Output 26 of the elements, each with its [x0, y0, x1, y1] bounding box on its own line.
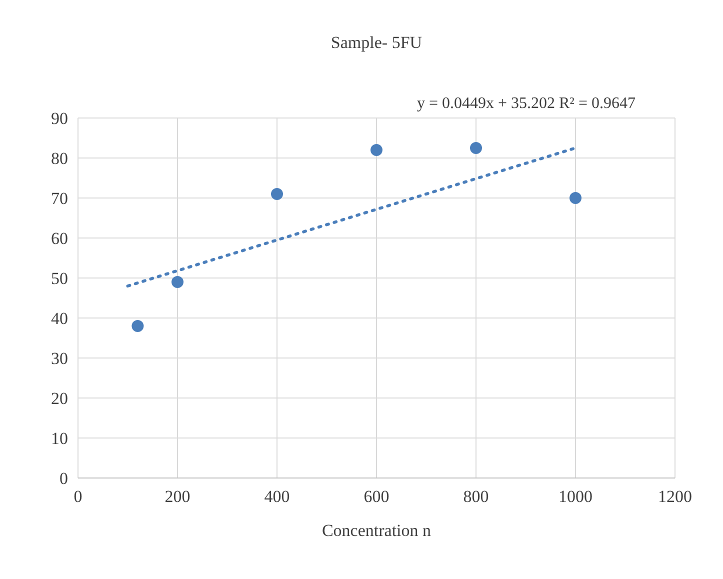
y-tick-label: 40: [51, 308, 68, 328]
y-tick-label: 70: [51, 188, 68, 208]
y-tick-label: 80: [51, 148, 68, 168]
y-tick-label: 30: [51, 348, 68, 368]
y-tick-label: 50: [51, 268, 68, 288]
x-tick-label: 400: [264, 487, 290, 506]
y-tick-label: 90: [51, 108, 68, 128]
annotation: y = 0.0449x + 35.202 R² = 0.9647: [416, 95, 636, 112]
x-tick-label: 0: [74, 487, 82, 506]
y-tick-label: 0: [60, 468, 68, 488]
y-tick-label: 10: [51, 428, 68, 448]
point: [570, 192, 582, 204]
point: [132, 320, 144, 332]
x-tick-label: 600: [364, 487, 390, 506]
chart-title: Sample- 5FU: [330, 33, 422, 52]
point: [172, 276, 184, 288]
x-tick-label: 800: [463, 487, 489, 506]
point: [370, 144, 382, 156]
y-tick-label: 20: [51, 388, 68, 408]
x-tick-label: 1000: [558, 487, 592, 506]
x-tick-label: 1200: [658, 487, 692, 506]
x-tick-label: 200: [164, 487, 190, 506]
x-axis-title: Concentration n: [322, 521, 432, 540]
y-tick-label: 60: [51, 228, 68, 248]
point: [271, 188, 283, 200]
point: [470, 142, 482, 154]
